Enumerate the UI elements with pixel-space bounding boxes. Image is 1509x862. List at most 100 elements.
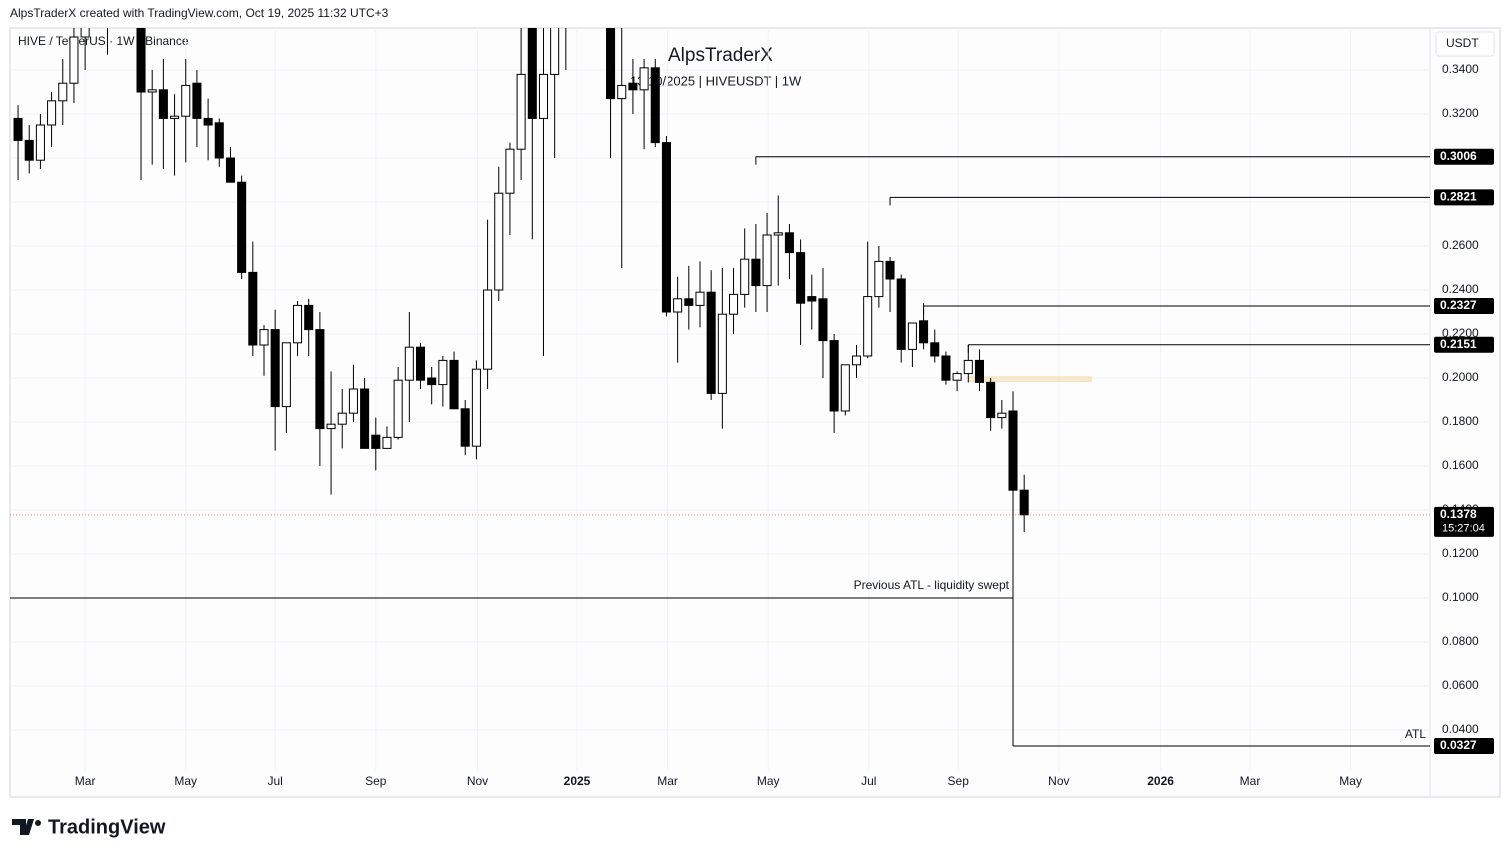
level-price-box xyxy=(1434,336,1494,353)
candle-body xyxy=(818,298,828,342)
brand-logo: TradingView xyxy=(12,816,166,838)
x-tick-label: May xyxy=(1339,774,1362,788)
level-price-box xyxy=(1434,148,1494,165)
candle-body xyxy=(181,84,191,117)
candle-body xyxy=(13,117,23,141)
y-tick-label: 0.0600 xyxy=(1442,678,1479,692)
atl-price-box xyxy=(1434,738,1494,755)
candle-body xyxy=(115,0,123,4)
x-tick-label: May xyxy=(174,774,197,788)
candle-body xyxy=(237,181,247,273)
candle-body xyxy=(404,346,414,381)
candle-body xyxy=(270,329,280,408)
candle-body xyxy=(1019,489,1029,516)
candle-body xyxy=(326,423,336,430)
y-tick-label: 0.2600 xyxy=(1442,238,1479,252)
candle-body xyxy=(829,340,839,412)
candle-body xyxy=(617,84,627,100)
candle-body xyxy=(337,412,347,425)
candle-body xyxy=(941,355,951,381)
x-tick-label: Sep xyxy=(365,774,387,788)
candle-body xyxy=(952,373,962,381)
candle-body xyxy=(695,291,705,306)
candle-body xyxy=(661,142,671,313)
candle-body xyxy=(773,232,783,236)
level-price-box xyxy=(1434,298,1494,315)
candle-body xyxy=(562,0,570,26)
candle-body xyxy=(35,124,45,161)
currency: USDT xyxy=(1446,36,1479,50)
x-tick-label: Sep xyxy=(948,774,970,788)
candle-body xyxy=(471,368,481,447)
candle-body xyxy=(415,346,426,381)
candle-body xyxy=(47,100,57,126)
candle-body xyxy=(863,296,873,357)
y-tick-label: 0.1600 xyxy=(1442,458,1479,472)
candle-body xyxy=(483,289,493,370)
y-tick-label: 0.2400 xyxy=(1442,282,1479,296)
candle-body xyxy=(214,122,224,159)
level-price: 0.3006 xyxy=(1440,149,1477,163)
candle-body xyxy=(80,28,90,38)
candle-body xyxy=(717,313,727,394)
candle-body xyxy=(997,412,1007,419)
x-tick-label: Mar xyxy=(657,774,678,788)
candle-body xyxy=(840,364,850,412)
candle-body xyxy=(371,434,381,449)
level-price: 0.2327 xyxy=(1440,298,1477,312)
candle-body xyxy=(796,252,806,304)
brand: TradingView xyxy=(48,816,166,838)
last-price-box xyxy=(1434,506,1494,537)
candle-body xyxy=(315,329,325,430)
y-tick-label: 0.0400 xyxy=(1442,722,1479,736)
y-tick-label: 0.1000 xyxy=(1442,590,1479,604)
credit: AlpsTraderX created with TradingView.com… xyxy=(10,6,389,20)
candle-body xyxy=(505,148,515,194)
candle-body xyxy=(293,304,303,344)
candle-body xyxy=(170,115,180,119)
candle-body xyxy=(550,28,560,75)
y-tick-label: 0.2200 xyxy=(1442,326,1479,340)
x-tick-label: Nov xyxy=(467,774,488,788)
candle-body xyxy=(606,28,616,100)
x-tick-label: 2026 xyxy=(1147,774,1174,788)
chart-frame xyxy=(9,27,1501,798)
candle-body xyxy=(919,320,929,344)
candle-body xyxy=(69,36,79,84)
candle-body xyxy=(684,298,694,306)
y-tick-label: 0.2000 xyxy=(1442,370,1479,384)
candle-body xyxy=(147,89,157,93)
candle-body xyxy=(360,388,370,449)
candle-body xyxy=(382,436,392,449)
x-tick-label: Mar xyxy=(1240,774,1261,788)
candle-body xyxy=(427,377,437,386)
candle-body xyxy=(438,359,448,386)
x-tick-label: May xyxy=(757,774,780,788)
candle-body xyxy=(516,73,526,150)
candle-body xyxy=(259,329,269,346)
x-tick-label: Jul xyxy=(861,774,876,788)
candle-body xyxy=(58,82,68,102)
y-tick-label: 0.1800 xyxy=(1442,414,1479,428)
candle-body xyxy=(874,260,884,298)
y-tick-label: 0.3400 xyxy=(1442,62,1479,76)
plot-area xyxy=(10,0,1430,770)
candle-body xyxy=(348,388,358,414)
candle-body xyxy=(784,232,794,254)
candle-body xyxy=(449,359,459,410)
candle-body xyxy=(460,408,470,447)
candle-body xyxy=(706,291,716,394)
y-tick-label: 0.3200 xyxy=(1442,106,1479,120)
candle-body xyxy=(762,234,772,287)
candle-body xyxy=(751,258,761,287)
currency-box[interactable] xyxy=(1435,31,1495,57)
candle-body xyxy=(628,82,638,91)
candle-body xyxy=(248,271,258,346)
candle-body xyxy=(24,139,34,161)
level-price-box xyxy=(1434,189,1494,206)
symbol-info: HIVE / TetherUS · 1W · Binance xyxy=(18,34,189,48)
candle-body xyxy=(673,298,683,313)
watermark-title: AlpsTraderX xyxy=(668,45,773,66)
x-tick-label: Mar xyxy=(75,774,96,788)
